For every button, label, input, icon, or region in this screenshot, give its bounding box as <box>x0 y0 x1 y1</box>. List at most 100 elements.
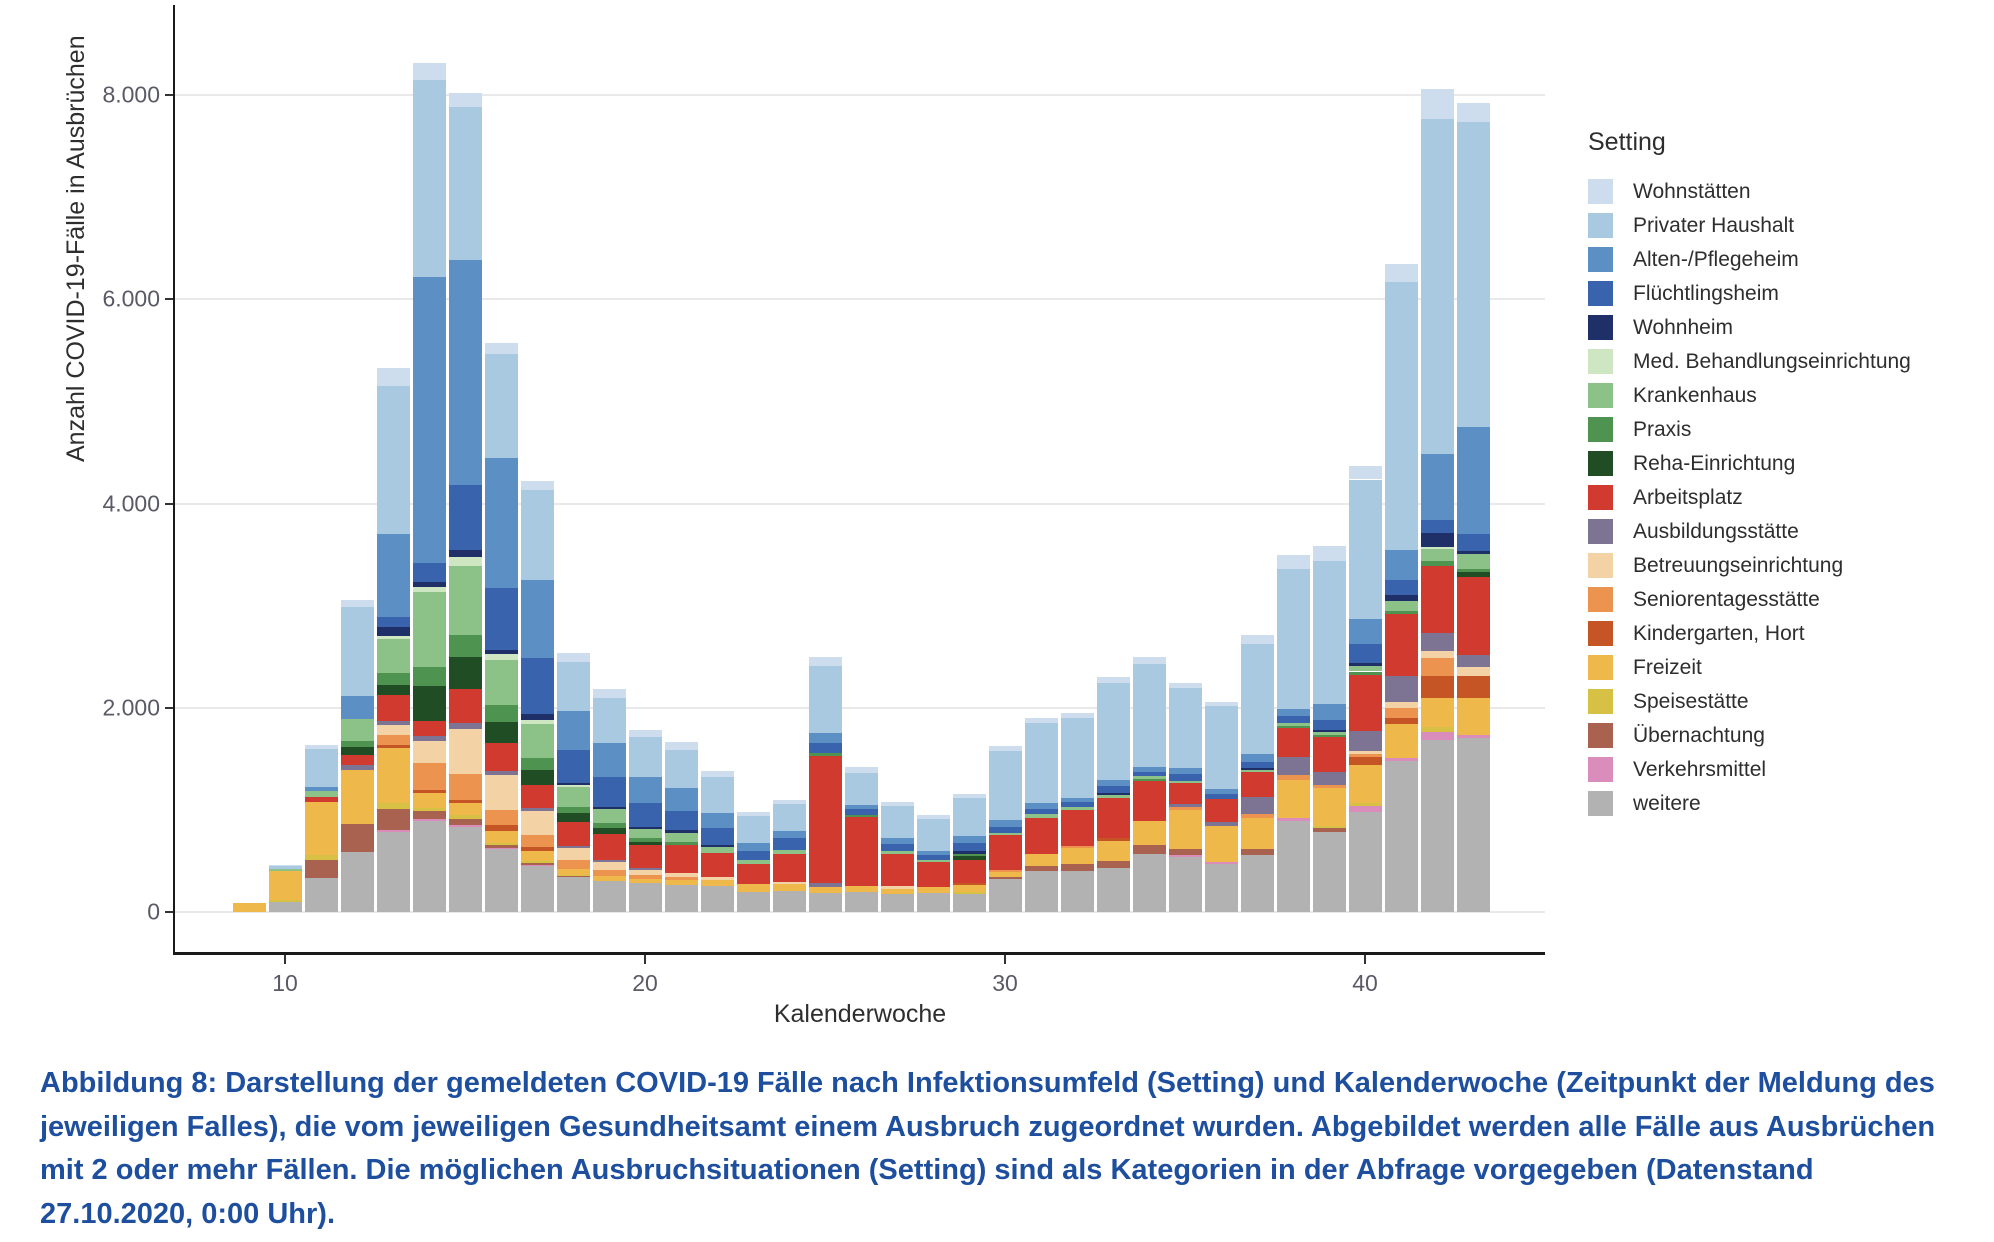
bar-segment <box>772 799 806 804</box>
bar-segment <box>556 859 590 870</box>
bar-segment <box>448 107 482 261</box>
bar-segment <box>700 777 734 813</box>
legend-item-15: Speisestätte <box>1588 689 1978 714</box>
legend-label: Seniorentagesstätte <box>1633 587 1820 611</box>
bar-segment <box>592 689 626 698</box>
bar-segment <box>412 686 446 722</box>
bar-segment <box>772 882 806 885</box>
bar-segment <box>628 777 662 803</box>
bar-segment <box>376 636 410 640</box>
bar-segment <box>1096 683 1130 781</box>
bar-segment <box>1348 479 1382 620</box>
bar-segment <box>340 740 374 748</box>
bar-segment <box>484 844 518 848</box>
bar-segment <box>592 870 626 877</box>
x-tick-label: 40 <box>1352 970 1378 996</box>
bar-segment <box>1384 594 1418 602</box>
bar-segment <box>484 457 518 589</box>
bar-week-13 <box>376 0 410 912</box>
bar-segment <box>376 744 410 748</box>
bar-segment <box>1312 703 1346 720</box>
bar-segment <box>340 824 374 853</box>
bar-week-26 <box>844 0 878 912</box>
bar-segment <box>1240 848 1274 855</box>
bar-segment <box>304 796 338 802</box>
bar-segment <box>808 887 842 893</box>
bar-segment <box>1276 716 1310 723</box>
legend-label: Arbeitsplatz <box>1633 485 1743 509</box>
bar-segment <box>1348 750 1382 754</box>
bar-segment <box>412 666 446 687</box>
bar-segment <box>1132 781 1166 822</box>
bar-segment <box>1276 727 1310 758</box>
bar-segment <box>1348 805 1382 813</box>
bar-segment <box>1276 709 1310 717</box>
bar-segment <box>952 850 986 854</box>
bar-segment <box>592 777 626 807</box>
bar-week-14 <box>412 0 446 912</box>
bar-segment <box>340 599 374 608</box>
bar-segment <box>1384 601 1418 611</box>
bar-segment <box>952 855 986 860</box>
bar-segment <box>628 879 662 884</box>
bar-segment <box>1384 282 1418 551</box>
bar-segment <box>376 725 410 736</box>
bar-week-38 <box>1276 0 1310 912</box>
bar-segment <box>664 742 698 750</box>
legend-swatch <box>1588 417 1613 442</box>
bar-segment <box>556 785 590 788</box>
bar-segment <box>412 721 446 737</box>
bar-segment <box>448 827 482 912</box>
bar-segment <box>1456 738 1490 912</box>
bar-segment <box>592 828 626 835</box>
bar-week-21 <box>664 0 698 912</box>
bar-segment <box>664 749 698 789</box>
bar-segment <box>592 808 626 824</box>
bar-segment <box>556 661 590 711</box>
bar-segment <box>376 802 410 809</box>
bar-segment <box>1420 89 1454 119</box>
bar-segment <box>844 804 878 809</box>
bar-segment <box>448 825 482 828</box>
legend-item-18: weitere <box>1588 791 1978 816</box>
bar-segment <box>664 880 698 886</box>
legend-item-11: Betreuungseinrichtung <box>1588 553 1978 578</box>
bar-segment <box>1240 768 1274 771</box>
bar-segment <box>520 657 554 714</box>
bar-segment <box>1096 797 1130 839</box>
legend-item-12: Seniorentagesstätte <box>1588 587 1978 612</box>
bar-segment <box>1024 717 1058 724</box>
bar-segment <box>988 750 1022 821</box>
bar-segment <box>1312 730 1346 733</box>
bar-segment <box>628 827 662 830</box>
bar-segment <box>628 802 662 828</box>
bar-segment <box>1168 783 1202 804</box>
bar-segment <box>1060 864 1094 872</box>
bar-segment <box>952 793 986 798</box>
bar-segment <box>1456 654 1490 668</box>
bar-segment <box>1348 465 1382 480</box>
bar-week-41 <box>1384 0 1418 912</box>
bar-segment <box>988 745 1022 751</box>
bar-segment <box>1420 519 1454 533</box>
bar-segment <box>1420 697 1454 728</box>
bar-segment <box>412 562 446 583</box>
bar-segment <box>1420 740 1454 912</box>
bar-segment <box>1348 671 1382 675</box>
bar-segment <box>1096 868 1130 912</box>
bar-segment <box>268 871 302 900</box>
bar-segment <box>484 722 518 744</box>
legend-label: Freizeit <box>1633 655 1702 679</box>
bar-segment <box>700 886 734 912</box>
gridline-y-0 <box>175 911 1545 913</box>
legend-label: Med. Behandlungseinrichtung <box>1633 349 1911 373</box>
bar-segment <box>448 774 482 800</box>
bar-segment <box>376 830 410 833</box>
bar-segment <box>1240 753 1274 762</box>
bar-week-27 <box>880 0 914 912</box>
bar-segment <box>628 737 662 778</box>
bar-segment <box>340 755 374 766</box>
bar-segment <box>1132 656 1166 664</box>
bar-segment <box>412 62 446 80</box>
